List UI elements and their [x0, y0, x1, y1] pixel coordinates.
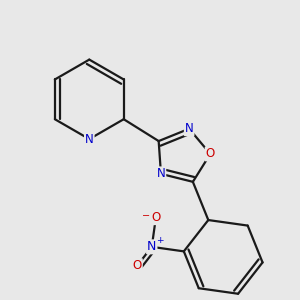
Text: O: O	[206, 147, 215, 161]
Text: O: O	[151, 211, 160, 224]
Text: +: +	[156, 236, 164, 245]
Text: N: N	[157, 167, 165, 180]
Text: N: N	[147, 240, 157, 254]
Text: N: N	[85, 133, 94, 146]
Text: N: N	[185, 122, 194, 135]
Text: O: O	[133, 259, 142, 272]
Text: −: −	[142, 211, 150, 221]
